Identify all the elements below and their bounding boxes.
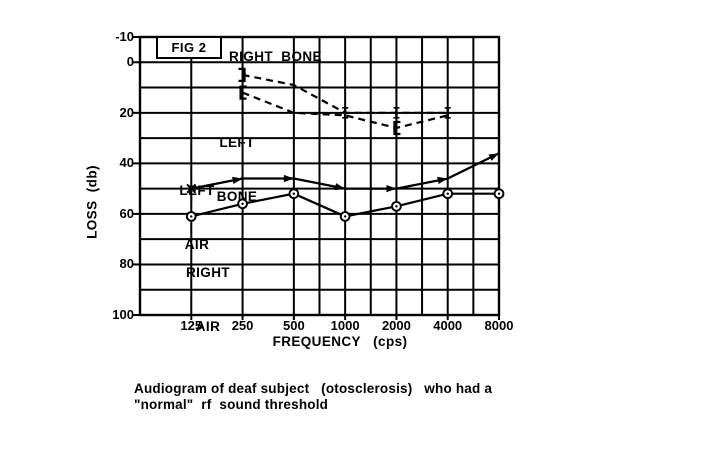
plot-border <box>138 35 501 317</box>
y-tick-label: 40 <box>119 155 134 171</box>
label-left-bone-line1: LEFT <box>219 135 255 150</box>
figure-number-box: FIG 2 <box>156 36 222 59</box>
y-tick-label: 0 <box>126 54 134 70</box>
y-axis-title: LOSS (db) <box>84 165 100 239</box>
series-line-left-bone <box>242 91 448 130</box>
x-axis-title: FREQUENCY (cps) <box>272 334 408 349</box>
x-tick-label: 250 <box>231 318 254 333</box>
series-markers-right-air <box>185 188 505 222</box>
x-tick-label: 1000 <box>330 318 360 333</box>
series-markers-left-bone <box>239 85 401 136</box>
label-left-air: LEFT AIR <box>169 146 225 290</box>
label-left-bone: LEFT BONE <box>206 98 268 242</box>
y-tick-label: 60 <box>119 205 134 221</box>
y-tick-label: 80 <box>119 256 134 272</box>
label-left-bone-line2: BONE <box>216 189 258 204</box>
series-markers-right-bone <box>238 67 451 119</box>
label-right-air-line1: RIGHT <box>186 265 230 280</box>
axis-ticks <box>133 36 500 320</box>
y-tick-label: 100 <box>112 307 134 322</box>
label-right-bone: RIGHT BONE <box>229 49 322 64</box>
y-tick-label: 20 <box>119 104 134 120</box>
x-tick-label: 500 <box>282 318 305 333</box>
x-tick-label: 125 <box>180 318 203 333</box>
label-left-air-line1: LEFT <box>179 183 215 198</box>
caption-line-2: "normal" rf sound threshold <box>134 397 329 412</box>
label-right-air: RIGHT AIR <box>177 228 239 372</box>
label-left-air-line2: AIR <box>184 237 210 252</box>
x-tick-label: 2000 <box>381 318 411 333</box>
x-tick-label: 4000 <box>433 318 463 333</box>
label-right-air-line2: AIR <box>195 319 221 334</box>
series-markers-left-air <box>186 153 499 203</box>
x-tick-label: 8000 <box>484 318 514 333</box>
caption-line-1: Audiogram of deaf subject (otosclerosis)… <box>134 381 493 396</box>
figure-number: FIG 2 <box>171 40 207 55</box>
y-tick-label: -10 <box>115 29 134 44</box>
series-line-left-air <box>191 152 500 190</box>
